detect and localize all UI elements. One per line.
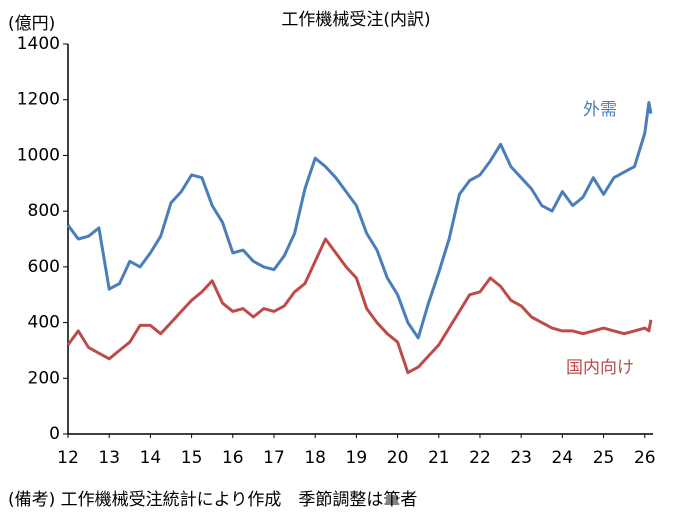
- series-label: 国内向け: [566, 358, 634, 378]
- x-tick-label: 14: [140, 448, 162, 468]
- x-tick-label: 23: [510, 448, 532, 468]
- x-tick-label: 22: [469, 448, 491, 468]
- y-tick-label: 400: [28, 313, 60, 333]
- y-tick-label: 800: [28, 201, 60, 221]
- x-tick-label: 19: [346, 448, 368, 468]
- y-tick-label: 1400: [17, 34, 60, 54]
- x-tick-label: 20: [387, 448, 409, 468]
- y-tick-label: 0: [49, 424, 60, 444]
- y-axis-unit: (億円): [8, 14, 55, 34]
- x-tick-label: 24: [552, 448, 574, 468]
- x-tick-label: 12: [57, 448, 79, 468]
- x-tick-label: 15: [181, 448, 203, 468]
- y-tick-label: 600: [28, 257, 60, 277]
- x-tick-label: 13: [98, 448, 120, 468]
- y-tick-label: 1200: [17, 90, 60, 110]
- y-tick-label: 1000: [17, 145, 60, 165]
- series-label: 外需: [583, 100, 617, 120]
- x-tick-label: 25: [593, 448, 615, 468]
- series-line: [66, 237, 653, 375]
- y-tick-label: 200: [28, 368, 60, 388]
- x-tick-label: 17: [263, 448, 285, 468]
- x-tick-label: 16: [222, 448, 244, 468]
- x-tick-label: 21: [428, 448, 450, 468]
- x-tick-label: 18: [304, 448, 326, 468]
- x-tick-label: 26: [634, 448, 656, 468]
- series-line: [66, 101, 653, 340]
- footnote: (備考) 工作機械受注統計により作成 季節調整は筆者: [8, 490, 417, 510]
- chart-title: 工作機械受注(内訳): [281, 10, 430, 30]
